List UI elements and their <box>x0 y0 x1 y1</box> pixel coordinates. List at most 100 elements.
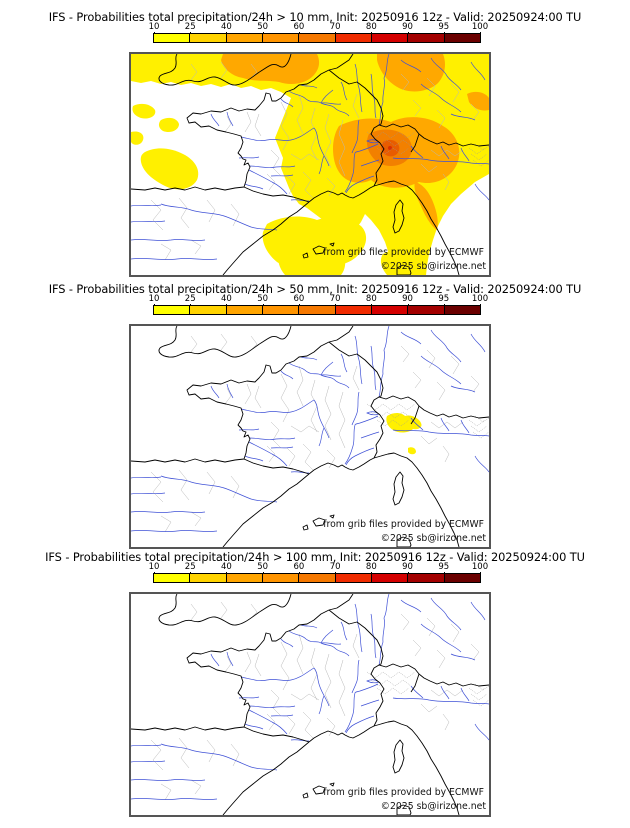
colorbar-segment <box>408 574 445 582</box>
colorbar-segments <box>154 574 480 582</box>
colorbar-segment <box>226 306 263 314</box>
map-10mm <box>131 54 489 275</box>
colorbar-tick-mark <box>190 32 192 34</box>
colorbar-tick-label: 100 <box>471 294 489 304</box>
colorbar-tick-label: 60 <box>293 294 305 304</box>
colorbar-tick-mark <box>335 572 337 574</box>
copyright-text: ©2025 sb@irizone.net <box>380 261 486 272</box>
map-frame: from grib files provided by ECMWF ©2025 … <box>129 324 491 549</box>
colorbar-segment <box>371 34 409 42</box>
copyright-text: ©2025 sb@irizone.net <box>380 533 486 544</box>
colorbar-tick-mark <box>335 32 337 34</box>
colorbar-tick-label: 40 <box>221 562 232 572</box>
colorbar-tick-label: 90 <box>402 294 413 304</box>
colorbar-segment <box>190 306 227 314</box>
colorbar: 10 25 40 50 60 70 80 90 95 100 <box>149 23 488 43</box>
colorbar-tick-mark <box>262 572 264 574</box>
colorbar-tick-mark <box>298 572 300 574</box>
colorbar-tick-mark <box>226 572 228 574</box>
colorbar-tick-mark <box>407 32 409 34</box>
colorbar-tick-label: 100 <box>471 22 489 32</box>
colorbar-segment <box>408 306 445 314</box>
colorbar-segment <box>444 574 480 582</box>
colorbar-tick-mark <box>154 32 155 34</box>
panel-precip-100mm: IFS - Probabilities total precipitation/… <box>0 540 630 817</box>
colorbar-tick-mark <box>480 32 481 34</box>
colorbar-tick-mark <box>407 304 409 306</box>
panel-precip-10mm: IFS - Probabilities total precipitation/… <box>0 0 630 277</box>
colorbar-segment <box>299 34 336 42</box>
colorbar-tick-label: 70 <box>329 294 341 304</box>
colorbar-segment <box>299 306 336 314</box>
colorbar-tick-label: 90 <box>402 22 413 32</box>
colorbar-tick-mark <box>262 32 264 34</box>
panel-title: IFS - Probabilities total precipitation/… <box>48 10 582 24</box>
colorbar-segment <box>335 306 372 314</box>
attribution-ecmwf: from grib files provided by ECMWF <box>323 247 484 258</box>
panel-title: IFS - Probabilities total precipitation/… <box>45 550 585 564</box>
colorbar-tick-label: 40 <box>221 294 232 304</box>
colorbar-segment <box>262 574 300 582</box>
colorbar-tick-mark <box>371 572 373 574</box>
colorbar-tick-mark <box>298 32 300 34</box>
colorbar-tick-label: 50 <box>257 22 269 32</box>
colorbar-tick-mark <box>443 32 445 34</box>
colorbar-tick-mark <box>154 304 155 306</box>
colorbar-tick-mark <box>443 304 445 306</box>
probability-overlay-50mm <box>386 413 422 455</box>
colorbar-tick-label: 50 <box>257 562 269 572</box>
colorbar-segment <box>262 34 300 42</box>
colorbar-segment <box>444 306 480 314</box>
colorbar-tick-mark <box>190 572 192 574</box>
colorbar-tick-label: 60 <box>293 22 305 32</box>
colorbar-tick-mark <box>371 32 373 34</box>
colorbar-tick-mark <box>226 304 228 306</box>
colorbar-segment <box>335 34 372 42</box>
map-100mm <box>131 594 489 815</box>
colorbar-tick-label: 10 <box>148 22 160 32</box>
colorbar-segment <box>262 306 300 314</box>
colorbar-segment <box>190 574 227 582</box>
colorbar-segment <box>444 34 480 42</box>
probability-overlay-10mm <box>131 54 489 275</box>
colorbar-segments <box>154 306 480 314</box>
attribution-ecmwf: from grib files provided by ECMWF <box>323 519 484 530</box>
colorbar-segment <box>154 34 191 42</box>
map-frame: from grib files provided by ECMWF ©2025 … <box>129 592 491 817</box>
colorbar-segments <box>154 34 480 42</box>
colorbar-tick-mark <box>480 304 481 306</box>
colorbar-tick-label: 40 <box>221 22 232 32</box>
map-50mm <box>131 326 489 547</box>
colorbar-segment <box>154 574 191 582</box>
colorbar-tick-mark <box>480 572 481 574</box>
colorbar-tick-mark <box>190 304 192 306</box>
colorbar-tick-label: 25 <box>184 22 196 32</box>
colorbar-segment <box>408 34 445 42</box>
colorbar-tick-label: 80 <box>365 22 377 32</box>
copyright-text: ©2025 sb@irizone.net <box>380 801 486 812</box>
colorbar-tick-mark <box>443 572 445 574</box>
colorbar-tick-label: 25 <box>184 294 196 304</box>
colorbar-tick-mark <box>154 572 155 574</box>
colorbar-tick-mark <box>262 304 264 306</box>
colorbar-tick-label: 95 <box>438 22 450 32</box>
colorbar-tick-label: 100 <box>471 562 489 572</box>
panel-title: IFS - Probabilities total precipitation/… <box>48 282 582 296</box>
colorbar-segment <box>154 306 191 314</box>
colorbar-tick-label: 25 <box>184 562 196 572</box>
panel-precip-50mm: IFS - Probabilities total precipitation/… <box>0 272 630 549</box>
colorbar-segment <box>371 574 409 582</box>
colorbar-tick-label: 95 <box>438 562 450 572</box>
map-frame: from grib files provided by ECMWF ©2025 … <box>129 52 491 277</box>
colorbar-tick-mark <box>298 304 300 306</box>
colorbar-tick-label: 70 <box>329 22 341 32</box>
colorbar-tick-label: 80 <box>365 294 377 304</box>
colorbar-tick-label: 50 <box>257 294 269 304</box>
colorbar-segment <box>226 574 263 582</box>
colorbar: 10 25 40 50 60 70 80 90 95 100 <box>149 563 488 583</box>
colorbar-tick-label: 70 <box>329 562 341 572</box>
colorbar-segment <box>371 306 409 314</box>
colorbar-tick-mark <box>407 572 409 574</box>
colorbar-tick-mark <box>226 32 228 34</box>
